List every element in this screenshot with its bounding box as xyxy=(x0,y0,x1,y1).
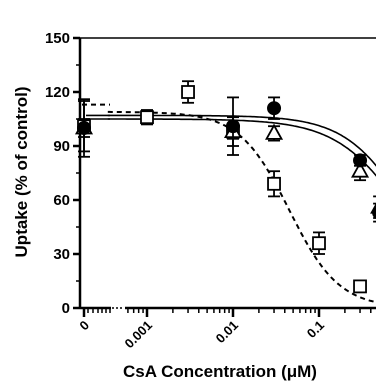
marker-triangle xyxy=(351,161,370,178)
marker-square xyxy=(181,85,195,99)
x-tick-label: 0.01 xyxy=(213,318,242,347)
marker-circle xyxy=(226,119,240,134)
marker-square xyxy=(312,236,326,251)
fit-curve xyxy=(107,110,376,304)
marker-circle xyxy=(267,101,282,116)
marker-circle xyxy=(77,121,91,135)
y-tick-label: 120 xyxy=(45,84,70,101)
x-tick-label: 0 xyxy=(76,318,92,334)
fit-curve xyxy=(107,118,376,177)
fit-curve xyxy=(107,114,376,167)
control-points xyxy=(74,98,110,158)
data-points xyxy=(140,80,376,294)
marker-square xyxy=(267,176,281,191)
x-tick-label: 0.1 xyxy=(304,318,327,341)
x-axis-title: CsA Concentration (μM) xyxy=(123,362,317,381)
marker-triangle xyxy=(265,123,284,140)
marker-circle xyxy=(372,206,376,219)
y-tick-label: 30 xyxy=(53,246,70,263)
y-tick-label: 0 xyxy=(62,300,70,317)
y-tick-label: 150 xyxy=(45,30,70,47)
y-axis-title: Uptake (% of control) xyxy=(12,87,31,258)
marker-circle xyxy=(353,153,368,168)
y-tick-label: 90 xyxy=(53,138,70,155)
x-tick-label: 0.001 xyxy=(122,318,156,352)
marker-square xyxy=(140,110,154,125)
y-tick-label: 60 xyxy=(53,192,70,209)
marker-square xyxy=(353,279,367,294)
series-triangle-open xyxy=(223,121,376,219)
y-axis: 0 30 60 90 120 150 xyxy=(45,30,376,317)
fit-curves xyxy=(107,110,376,304)
series-circle-filled xyxy=(226,96,376,223)
